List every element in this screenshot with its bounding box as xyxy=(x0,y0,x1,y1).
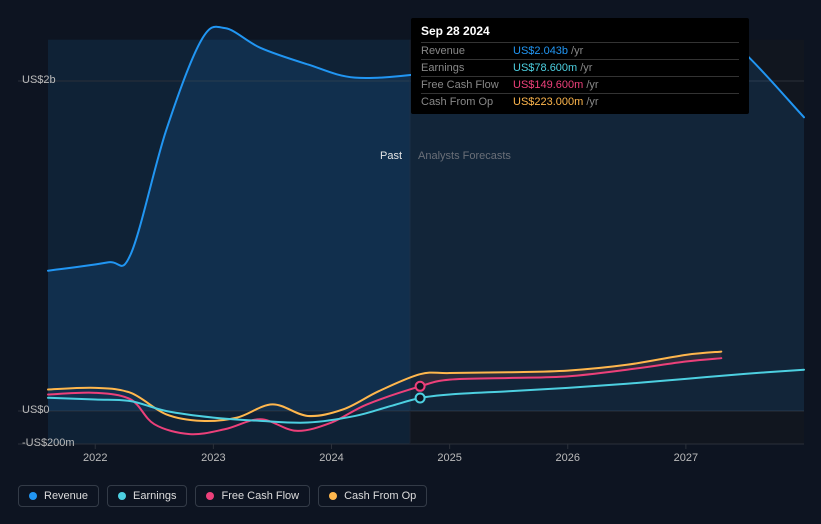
tooltip-value: US$2.043b xyxy=(513,45,568,57)
tooltip-row: Free Cash FlowUS$149.600m/yr xyxy=(421,76,739,93)
legend-label: Revenue xyxy=(44,490,88,502)
forecast-label: Analysts Forecasts xyxy=(418,150,511,162)
legend-dot-icon xyxy=(118,492,126,500)
legend-item[interactable]: Cash From Op xyxy=(318,485,427,507)
legend-label: Cash From Op xyxy=(344,490,416,502)
y-axis-tick-label: US$0 xyxy=(22,404,50,416)
tooltip-date: Sep 28 2024 xyxy=(421,24,739,38)
tooltip-row: Cash From OpUS$223.000m/yr xyxy=(421,93,739,110)
tooltip-label: Earnings xyxy=(421,62,513,74)
tooltip-label: Free Cash Flow xyxy=(421,79,513,91)
tooltip-suffix: /yr xyxy=(571,45,583,57)
tooltip-row: RevenueUS$2.043b/yr xyxy=(421,42,739,59)
tooltip-label: Revenue xyxy=(421,45,513,57)
legend-item[interactable]: Earnings xyxy=(107,485,187,507)
legend-label: Earnings xyxy=(133,490,176,502)
financials-chart: US$2b US$0 -US$200m 2022 2023 2024 2025 2026 20… xyxy=(0,0,821,524)
tooltip-value: US$149.600m xyxy=(513,79,583,91)
tooltip-row: EarningsUS$78.600m/yr xyxy=(421,59,739,76)
x-axis-tick-label: 2026 xyxy=(556,452,580,464)
x-axis-tick-label: 2025 xyxy=(437,452,461,464)
legend-dot-icon xyxy=(329,492,337,500)
legend-item[interactable]: Free Cash Flow xyxy=(195,485,310,507)
tooltip-suffix: /yr xyxy=(586,96,598,108)
x-axis-tick-label: 2023 xyxy=(201,452,225,464)
past-label: Past xyxy=(380,150,402,162)
chart-tooltip: Sep 28 2024 RevenueUS$2.043b/yrEarningsU… xyxy=(411,18,749,114)
x-axis-tick-label: 2022 xyxy=(83,452,107,464)
legend: Revenue Earnings Free Cash Flow Cash From O… xyxy=(18,485,427,507)
tooltip-label: Cash From Op xyxy=(421,96,513,108)
x-axis-tick-label: 2027 xyxy=(674,452,698,464)
tooltip-value: US$78.600m xyxy=(513,62,577,74)
x-axis-tick-label: 2024 xyxy=(319,452,343,464)
y-axis-tick-label: -US$200m xyxy=(22,437,75,449)
tooltip-suffix: /yr xyxy=(580,62,592,74)
y-axis-tick-label: US$2b xyxy=(22,74,56,86)
legend-item[interactable]: Revenue xyxy=(18,485,99,507)
tooltip-suffix: /yr xyxy=(586,79,598,91)
tooltip-value: US$223.000m xyxy=(513,96,583,108)
legend-label: Free Cash Flow xyxy=(221,490,299,502)
legend-dot-icon xyxy=(29,492,37,500)
legend-dot-icon xyxy=(206,492,214,500)
